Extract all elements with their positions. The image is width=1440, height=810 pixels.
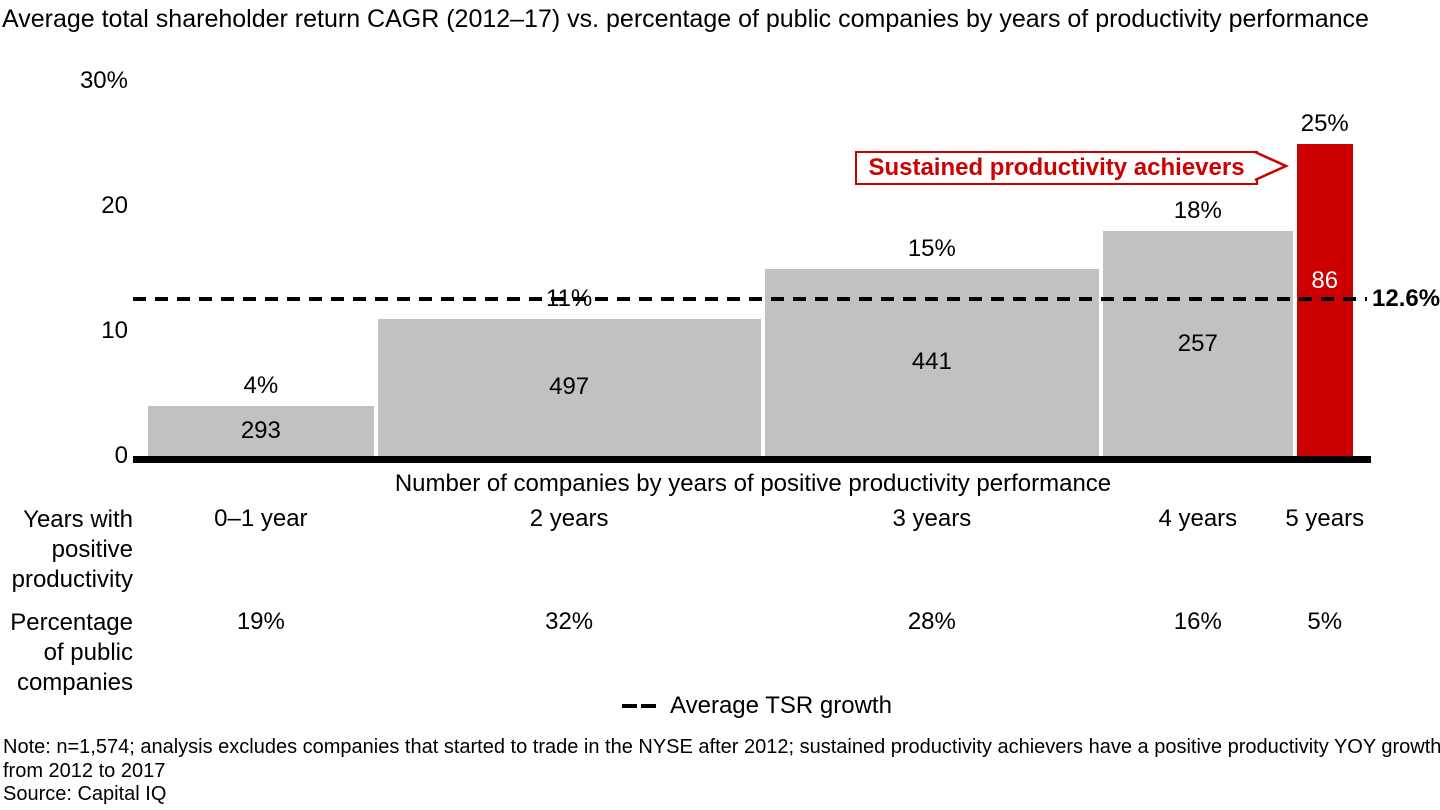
row-header-line: of public (43, 639, 133, 666)
x-axis-line (133, 456, 1371, 463)
share-of-companies-label: 32% (545, 608, 594, 635)
share-of-companies-label: 28% (907, 608, 956, 635)
row-header-line: Years with (23, 506, 133, 533)
callout-box: Sustained productivity achievers (855, 151, 1258, 185)
category-label: 0–1 year (214, 505, 308, 532)
bar-value-label: 15% (907, 234, 956, 262)
row-header-percentage-of-public-companies: Percentage of public companies (0, 608, 133, 698)
bar-value-label: 25% (1300, 109, 1349, 137)
x-axis-title: Number of companies by years of positive… (394, 470, 1112, 497)
row-header-line: companies (16, 669, 133, 696)
row-header-years-with-positive-productivity: Years with positive productivity (0, 505, 133, 595)
callout-arrow-icon (1254, 150, 1290, 182)
bar-count-label: 441 (911, 348, 952, 376)
bar-value-label: 4% (243, 372, 279, 399)
row-header-line: Percentage (10, 609, 133, 636)
legend: Average TSR growth (137, 692, 1377, 720)
share-of-companies-label: 19% (236, 608, 285, 635)
y-tick-30: 30% (79, 67, 128, 94)
y-tick-0: 0 (114, 442, 128, 469)
category-label: 4 years (1158, 505, 1238, 532)
share-of-companies-label: 5% (1307, 608, 1343, 635)
row-header-line: positive (51, 536, 133, 563)
share-of-companies-label: 16% (1173, 608, 1222, 635)
bar-4-years (1103, 231, 1293, 456)
average-tsr-dashed-line (133, 296, 1367, 301)
bar-0-1-year (148, 406, 374, 456)
note-line-1: Note: n=1,574; analysis excludes compani… (3, 736, 1440, 758)
bar-count-label: 293 (240, 417, 281, 444)
footnote: Note: n=1,574; analysis excludes compani… (3, 736, 1440, 807)
category-label: 3 years (892, 505, 972, 532)
dashed-line-legend-icon (622, 704, 660, 708)
bar-count-label: 257 (1177, 329, 1218, 357)
row-header-line: productivity (11, 566, 133, 593)
y-tick-10: 10 (101, 317, 128, 344)
legend-label: Average TSR growth (670, 692, 892, 719)
note-line-2: from 2012 to 2017 (3, 759, 166, 782)
source-line: Source: Capital IQ (3, 783, 167, 805)
y-tick-20: 20 (101, 192, 128, 219)
chart-title: Average total shareholder return CAGR (2… (2, 5, 1369, 33)
category-label: 5 years (1285, 505, 1365, 532)
bar-count-label: 497 (549, 373, 590, 401)
bar-value-label: 18% (1173, 197, 1222, 224)
callout-text: Sustained productivity achievers (868, 154, 1245, 181)
average-tsr-value-label: 12.6% (1372, 284, 1440, 312)
category-label: 2 years (529, 505, 609, 532)
bar-2-years (377, 318, 761, 456)
bar-count-label: 86 (1311, 267, 1339, 294)
